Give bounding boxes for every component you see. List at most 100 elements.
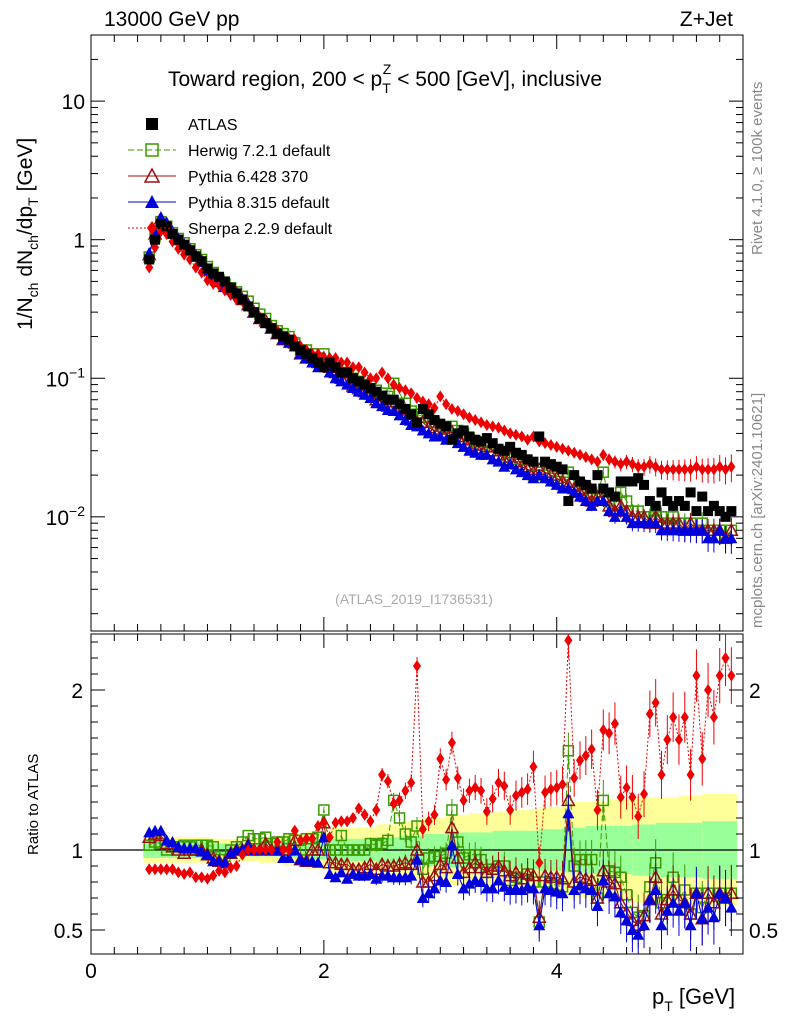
- sherpa-ratio-point: [250, 844, 258, 856]
- pythia8-point: [574, 490, 586, 502]
- atlas-point: [691, 506, 702, 517]
- sherpa-point: [628, 458, 637, 471]
- atlas-point: [365, 383, 376, 394]
- atlas-point: [534, 431, 545, 442]
- atlas-point: [412, 417, 422, 428]
- atlas-point: [487, 438, 498, 449]
- atlas-point: [673, 496, 684, 507]
- pythia8-ratio-point: [568, 884, 581, 895]
- herwig-ratio-point: [353, 844, 365, 856]
- ratio-xtick-label: 4: [551, 960, 563, 983]
- atlas-point: [668, 500, 679, 511]
- sherpa-point: [552, 440, 561, 453]
- sherpa-point: [564, 444, 573, 457]
- sherpa-point: [360, 366, 369, 379]
- atlas-point: [452, 428, 463, 439]
- sherpa-ratio-point: [215, 864, 224, 877]
- sherpa-point: [185, 253, 194, 266]
- atlas-point: [557, 464, 568, 475]
- legend-label-atlas: ATLAS: [188, 117, 238, 134]
- sherpa-point: [383, 372, 392, 385]
- atlas-point: [720, 511, 731, 522]
- pythia8-point: [579, 495, 592, 507]
- atlas-point: [481, 433, 492, 444]
- sherpa-point: [511, 428, 520, 441]
- atlas-point: [289, 341, 300, 352]
- atlas-point: [499, 445, 510, 456]
- herwig-ratio-point: [335, 829, 348, 842]
- pythia8-ratio-point: [411, 853, 423, 865]
- atlas-point: [417, 404, 428, 415]
- atlas-point: [650, 500, 661, 511]
- herwig-ratio-point: [422, 852, 435, 864]
- atlas-point: [266, 323, 277, 334]
- legend-label-pythia8: Pythia 8.315 default: [188, 195, 330, 212]
- sherpa-ratio-point: [372, 804, 381, 816]
- pythia8-ratio-point: [317, 831, 330, 843]
- atlas-point: [202, 263, 213, 274]
- pythia8-point: [352, 385, 365, 397]
- pythia8-ratio-point: [574, 879, 586, 891]
- sherpa-point: [622, 455, 631, 468]
- sherpa-ratio-point: [447, 736, 456, 749]
- atlas-point: [679, 500, 690, 511]
- sherpa-point: [389, 378, 398, 391]
- atlas-point: [476, 436, 487, 447]
- sherpa-ratio-point: [279, 844, 288, 856]
- sherpa-point: [145, 261, 154, 274]
- atlas-point: [505, 441, 516, 452]
- sherpa-point: [721, 463, 730, 476]
- atlas-point: [382, 394, 393, 405]
- sherpa-point: [442, 398, 451, 411]
- sherpa-point: [610, 455, 619, 468]
- sherpa-ratio-point: [180, 868, 189, 880]
- herwig-ratio-point: [428, 850, 441, 863]
- atlas-point: [470, 434, 481, 445]
- pythia8-ratio-point: [515, 884, 528, 895]
- atlas-point: [278, 331, 289, 342]
- pythia8-point: [603, 505, 616, 517]
- pythia8-ratio-point: [428, 882, 441, 894]
- sherpa-ratio-point: [284, 844, 293, 856]
- atlas-point: [272, 328, 283, 339]
- ratio-xtick-label: 0: [85, 960, 97, 983]
- chart-title: Toward region, 200 < pTZ < 500 [GeV], in…: [168, 61, 602, 96]
- atlas-point: [621, 476, 632, 487]
- sherpa-ratio-point: [645, 708, 654, 720]
- sherpa-ratio-point: [267, 844, 276, 856]
- sherpa-ratio-point: [698, 752, 707, 765]
- pythia8-point: [544, 475, 557, 487]
- sherpa-ratio-point: [302, 832, 311, 845]
- sherpa-ratio-point: [546, 783, 555, 796]
- sherpa-ratio-point: [477, 784, 486, 797]
- atlas-point: [522, 454, 533, 465]
- ratio-panel: 0.5 0.5 1 1 2 2 0 2 4 Ratio to ATLAS pT [GeV]: [25, 633, 778, 1014]
- atlas-point: [569, 470, 580, 481]
- sherpa-point: [593, 455, 602, 468]
- legend-label-pythia6: Pythia 6.428 370: [188, 169, 308, 186]
- sherpa-point: [651, 460, 660, 473]
- pythia8-ratio-point: [463, 877, 476, 889]
- main-axes: 10 1 10−1 10−2: [46, 34, 744, 631]
- pythia8-point: [329, 372, 342, 384]
- atlas-point: [184, 245, 195, 256]
- pythia8-ratio-point: [672, 904, 685, 916]
- sherpa-ratio-point: [238, 848, 247, 861]
- atlas-point: [219, 276, 230, 287]
- sherpa-ratio-point: [273, 836, 282, 848]
- main-series-layer: [141, 211, 739, 554]
- sherpa-ratio-point: [610, 717, 619, 730]
- pythia6-ratio-point: [485, 861, 500, 875]
- sherpa-ratio-point: [401, 784, 410, 797]
- pythia8-ratio-point: [725, 901, 738, 913]
- sherpa-ratio-point: [727, 669, 736, 682]
- sherpa-point: [372, 372, 381, 385]
- sherpa-ratio-point: [581, 749, 590, 762]
- sherpa-ratio-point: [366, 815, 375, 828]
- sherpa-ratio-point: [191, 871, 200, 884]
- atlas-point: [516, 449, 527, 460]
- atlas-point: [429, 414, 440, 425]
- sherpa-ratio-point: [226, 861, 235, 874]
- chart-title-part2: < 500 [GeV], inclusive: [391, 68, 602, 91]
- pythia8-ratio-point: [457, 882, 470, 894]
